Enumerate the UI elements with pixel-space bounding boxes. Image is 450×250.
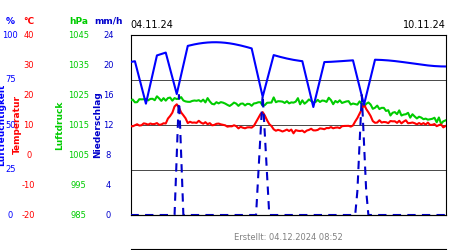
Text: 50: 50 [5, 120, 16, 130]
Text: 40: 40 [23, 30, 34, 40]
Text: 10: 10 [23, 120, 34, 130]
Text: 25: 25 [5, 166, 16, 174]
Text: 1025: 1025 [68, 90, 89, 100]
Text: 1035: 1035 [68, 60, 89, 70]
Text: -10: -10 [22, 180, 36, 190]
Text: 30: 30 [23, 60, 34, 70]
Text: 1015: 1015 [68, 120, 89, 130]
Text: 8: 8 [106, 150, 111, 160]
Text: 0: 0 [8, 210, 13, 220]
Text: 1045: 1045 [68, 30, 89, 40]
Text: Luftfeuchtigkeit: Luftfeuchtigkeit [0, 84, 6, 166]
Text: 10.11.24: 10.11.24 [403, 20, 446, 30]
Text: mm/h: mm/h [94, 17, 122, 26]
Text: 20: 20 [23, 90, 34, 100]
Text: Niederschlag: Niederschlag [94, 92, 103, 158]
Text: %: % [6, 17, 15, 26]
Text: Erstellt: 04.12.2024 08:52: Erstellt: 04.12.2024 08:52 [234, 233, 342, 242]
Text: 75: 75 [5, 76, 16, 84]
Text: 24: 24 [103, 30, 113, 40]
Text: °C: °C [23, 17, 34, 26]
Text: 04.11.24: 04.11.24 [130, 20, 173, 30]
Text: 0: 0 [106, 210, 111, 220]
Text: 4: 4 [106, 180, 111, 190]
Text: 16: 16 [103, 90, 114, 100]
Text: Temperatur: Temperatur [13, 96, 22, 154]
Text: 995: 995 [70, 180, 86, 190]
Text: 0: 0 [26, 150, 32, 160]
Text: -20: -20 [22, 210, 36, 220]
Text: 1005: 1005 [68, 150, 89, 160]
Text: hPa: hPa [69, 17, 88, 26]
Text: 100: 100 [3, 30, 18, 40]
Text: 20: 20 [103, 60, 113, 70]
Text: Luftdruck: Luftdruck [55, 100, 64, 150]
Text: 985: 985 [70, 210, 86, 220]
Text: 12: 12 [103, 120, 113, 130]
